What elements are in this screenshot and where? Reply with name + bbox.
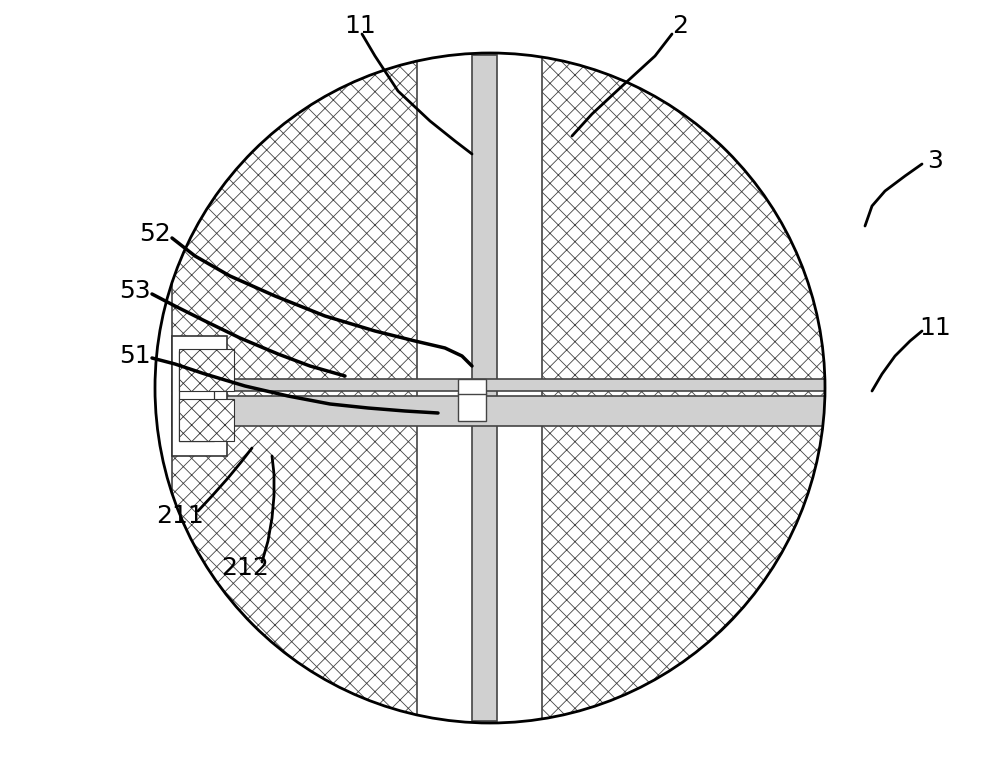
Text: 11: 11	[344, 14, 376, 38]
Text: 51: 51	[119, 344, 151, 368]
Bar	[458, 393, 486, 421]
Bar	[179, 399, 234, 441]
Bar	[844, 55, 866, 721]
Text: 3: 3	[927, 149, 943, 173]
Bar	[542, 55, 844, 721]
Bar	[172, 379, 865, 391]
Bar	[472, 55, 497, 721]
Bar	[179, 349, 234, 391]
Text: 212: 212	[221, 556, 269, 580]
Text: 53: 53	[119, 279, 151, 303]
Bar	[172, 55, 417, 721]
Circle shape	[155, 53, 825, 723]
Text: 2: 2	[672, 14, 688, 38]
Text: 211: 211	[156, 504, 204, 528]
Text: 52: 52	[139, 222, 171, 246]
Bar	[172, 396, 865, 426]
Bar	[172, 336, 227, 456]
Bar	[458, 379, 486, 394]
Bar	[179, 351, 214, 441]
Text: 11: 11	[919, 316, 951, 340]
